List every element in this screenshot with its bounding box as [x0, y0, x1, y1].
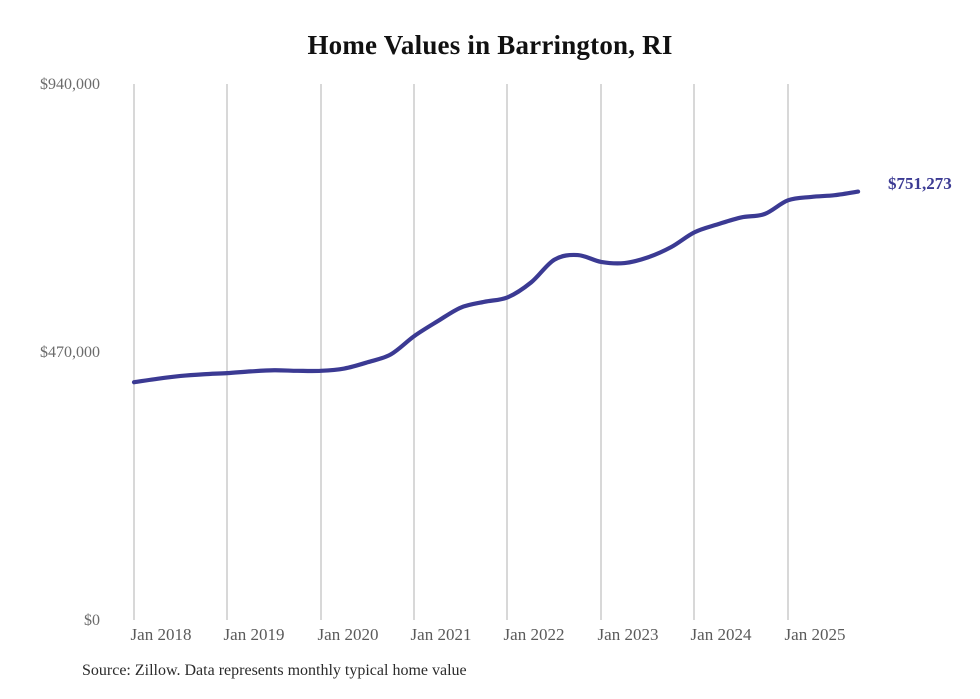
end-value-annotation: $751,273	[888, 174, 952, 193]
x-tick-label-jan-2019: Jan 2019	[223, 625, 285, 644]
x-tick-label-jan-2023: Jan 2023	[597, 625, 659, 644]
gridlines	[133, 84, 789, 620]
y-tick-label-zero: $0	[84, 612, 100, 629]
y-tick-label-mid: $470,000	[40, 344, 100, 361]
chart-title: Home Values in Barrington, RI	[307, 30, 673, 60]
x-tick-label-jan-2018: Jan 2018	[130, 625, 192, 644]
value-line-series	[131, 189, 861, 385]
x-tick-label-jan-2020: Jan 2020	[317, 625, 379, 644]
x-tick-label-jan-2025: Jan 2025	[784, 625, 846, 644]
x-tick-label-jan-2024: Jan 2024	[690, 625, 752, 644]
source-note: Source: Zillow. Data represents monthly …	[82, 662, 467, 679]
x-tick-label-jan-2021: Jan 2021	[410, 625, 472, 644]
x-tick-label-jan-2022: Jan 2022	[503, 625, 565, 644]
y-tick-label-top: $940,000	[40, 76, 100, 93]
